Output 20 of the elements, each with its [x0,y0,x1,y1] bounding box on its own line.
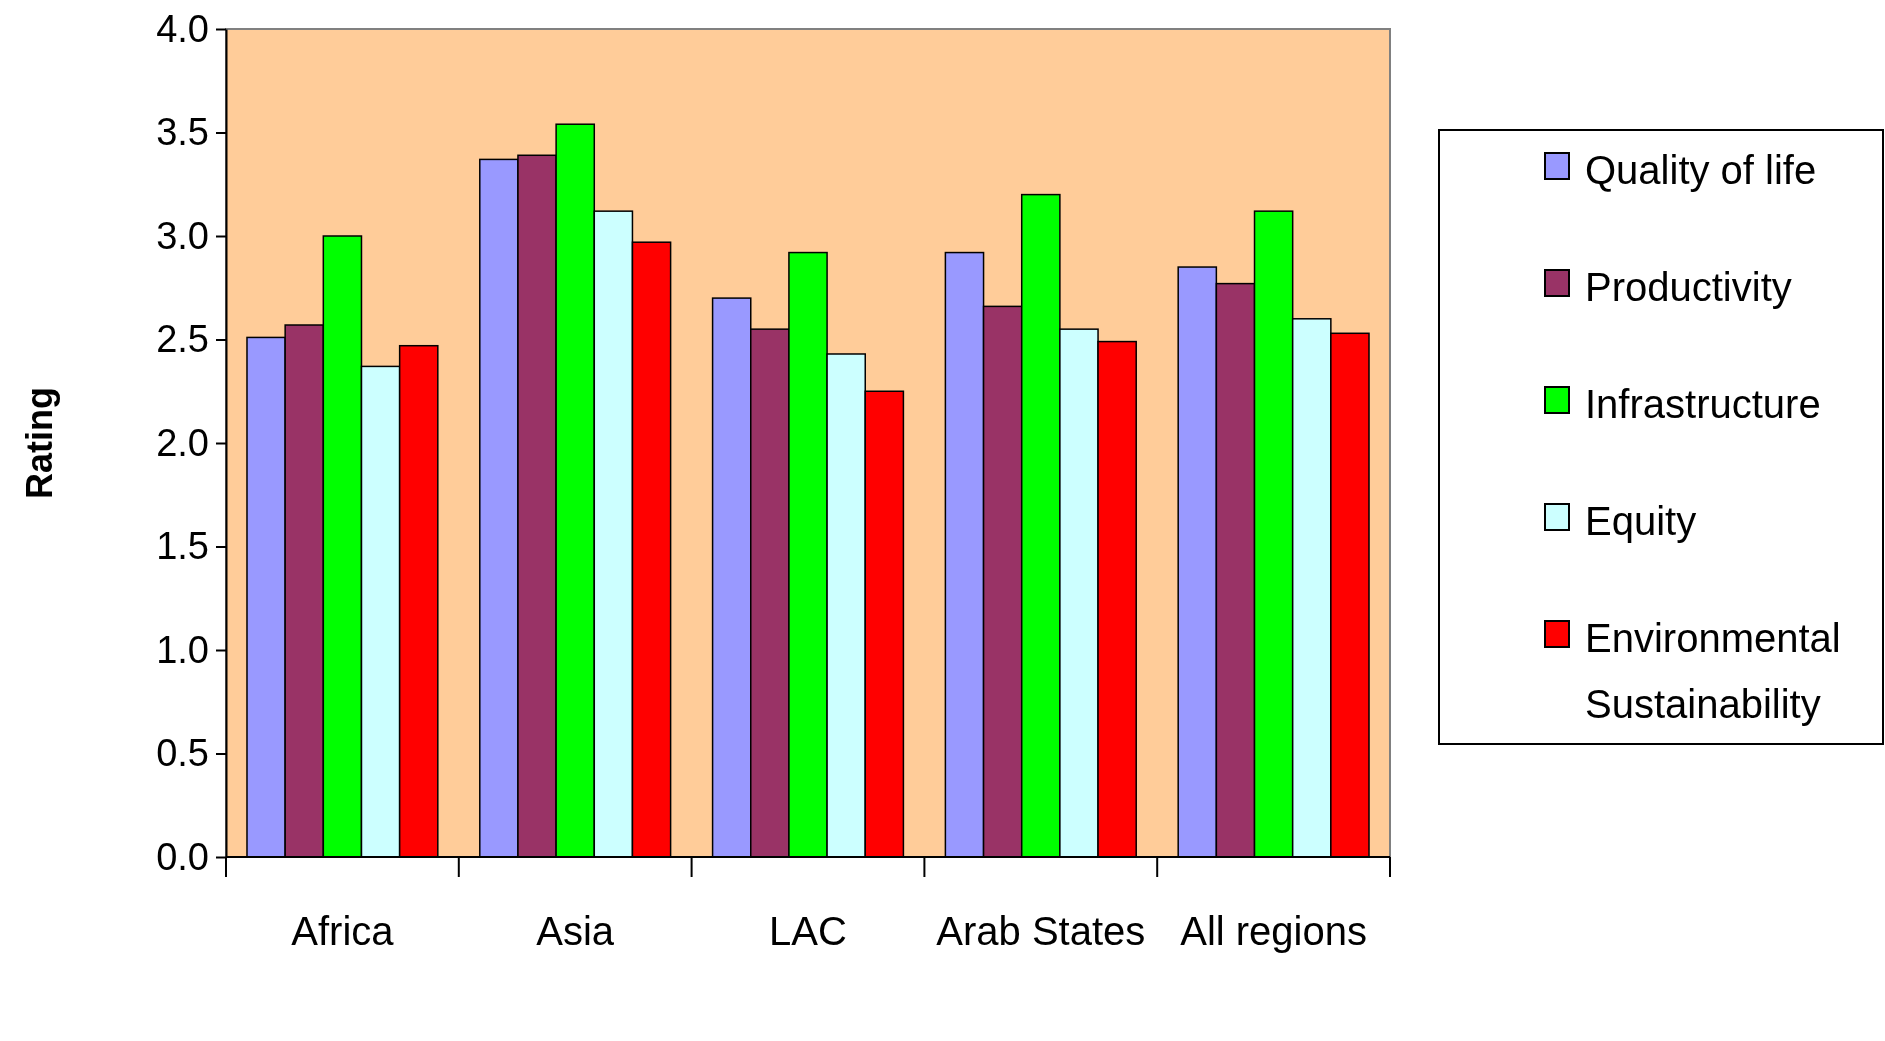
x-tick-label: LAC [769,909,847,953]
legend-label: Equity [1585,499,1697,543]
legend-label: Environmental Sustainability [1585,616,1841,726]
y-tick-label: 0.5 [156,732,209,775]
y-tick-label: 3.0 [156,214,209,257]
y-tick-label: 2.0 [156,421,209,464]
y-tick-label: 2.5 [156,318,209,361]
y-tick-label: 4.0 [156,7,209,50]
legend-label: Infrastructure [1585,382,1821,426]
y-tick-label: 1.0 [156,628,209,671]
x-tick-label: Arab States [936,909,1146,953]
legend-label: Productivity [1585,265,1792,309]
y-tick-label: 1.5 [156,525,209,568]
x-tick-label: Africa [291,909,395,953]
legend-label: Quality of life [1585,148,1817,192]
x-tick-label: All regions [1180,909,1367,953]
y-axis-title: Rating [19,387,60,499]
x-tick-label: Asia [536,909,615,953]
y-tick-label: 0.0 [156,835,209,878]
y-tick-label: 3.5 [156,111,209,154]
